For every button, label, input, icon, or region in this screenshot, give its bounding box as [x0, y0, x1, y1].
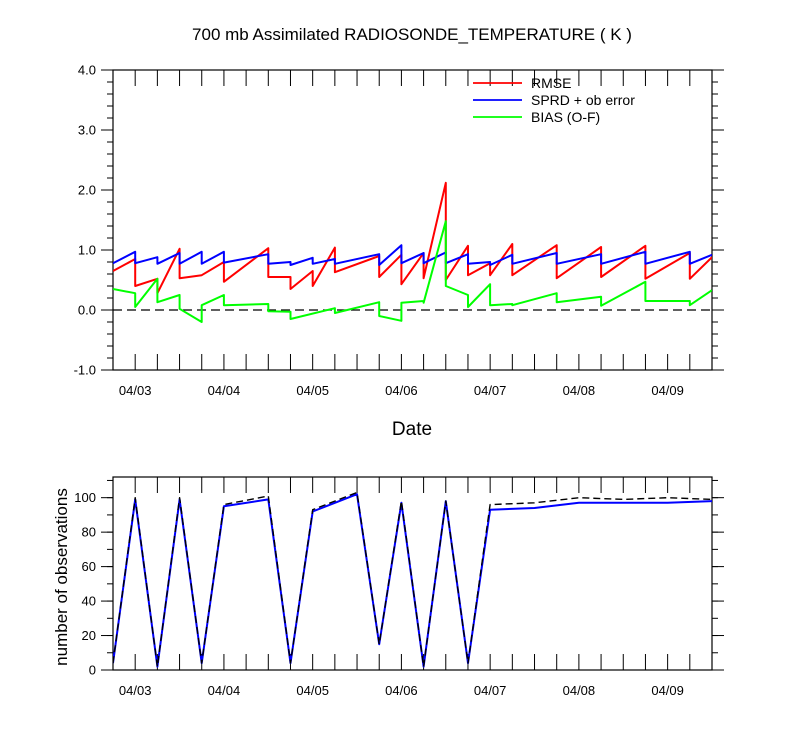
x-tick-label: 04/04 [208, 683, 241, 698]
legend-label: SPRD + ob error [531, 92, 635, 108]
series-line-bias-o-f [113, 220, 712, 323]
x-axis-label: Date [392, 419, 432, 440]
x-tick-label: 04/09 [651, 383, 684, 398]
y-tick-label: 20 [82, 628, 96, 643]
y-tick-label: 40 [82, 594, 96, 609]
legend-label: RMSE [531, 75, 571, 91]
y-tick-label: 0 [89, 663, 96, 678]
plot-frame [112, 69, 713, 371]
y-tick-label: 80 [82, 525, 96, 540]
x-tick-label: 04/05 [296, 383, 329, 398]
y-tick-label: 60 [82, 559, 96, 574]
legend-label: BIAS (O-F) [531, 109, 600, 125]
series-line-0 [113, 493, 712, 668]
y-tick-label: 0.0 [78, 303, 96, 318]
y-tick-label: -1.0 [74, 363, 96, 378]
plot-frame [112, 476, 713, 671]
series-line-1 [113, 491, 712, 668]
y-tick-label: 100 [74, 490, 96, 505]
chart-title: 700 mb Assimilated RADIOSONDE_TEMPERATUR… [192, 25, 632, 44]
x-tick-label: 04/07 [474, 383, 507, 398]
x-tick-label: 04/04 [208, 383, 241, 398]
y-tick-label: 4.0 [78, 63, 96, 78]
x-tick-label: 04/06 [385, 683, 418, 698]
x-tick-label: 04/09 [651, 683, 684, 698]
y-axis-label: number of observations [52, 488, 71, 666]
x-tick-label: 04/08 [563, 383, 596, 398]
series-line-sprd-ob-error [113, 244, 712, 266]
series-line-rmse [113, 181, 712, 295]
x-tick-label: 04/08 [563, 683, 596, 698]
x-tick-label: 04/06 [385, 383, 418, 398]
x-tick-label: 04/05 [296, 683, 329, 698]
x-tick-label: 04/07 [474, 683, 507, 698]
x-tick-label: 04/03 [119, 683, 152, 698]
bottom-panel: 04/03 04/04 04/05 04/06 04/07 04/08 04/09 0 20 40… [74, 476, 724, 698]
top-panel: 04/03 04/04 04/05 04/06 04/07 04/08 04/09 -1.0 0… [74, 63, 724, 398]
y-tick-label: 1.0 [78, 243, 96, 258]
y-tick-label: 2.0 [78, 183, 96, 198]
x-tick-label: 04/03 [119, 383, 152, 398]
y-tick-label: 3.0 [78, 123, 96, 138]
